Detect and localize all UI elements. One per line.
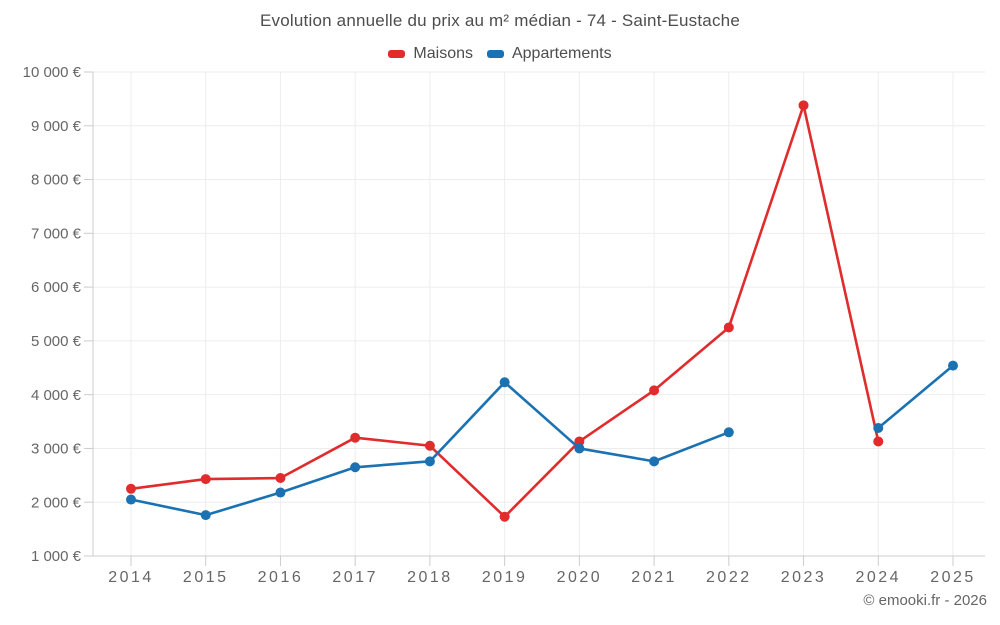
data-point-maisons-2020[interactable] xyxy=(574,436,585,447)
data-point-appartements-2021[interactable] xyxy=(649,456,660,467)
x-tick-label: 2019 xyxy=(482,569,528,586)
data-point-maisons-2018[interactable] xyxy=(424,440,435,451)
x-tick-label: 2014 xyxy=(108,569,154,586)
y-tick-label: 10 000 € xyxy=(23,64,82,81)
x-tick-label: 2018 xyxy=(407,569,453,586)
data-point-maisons-2019[interactable] xyxy=(499,511,510,522)
y-tick-label: 2 000 € xyxy=(31,494,82,511)
data-point-maisons-2017[interactable] xyxy=(350,432,361,443)
y-tick-label: 8 000 € xyxy=(31,172,82,189)
data-point-maisons-2014[interactable] xyxy=(126,483,136,494)
legend-label-appartements: Appartements xyxy=(511,45,612,62)
data-point-appartements-2020[interactable] xyxy=(574,443,585,454)
x-tick-label: 2022 xyxy=(706,569,752,586)
y-axis-labels: 1 000 € 2 000 € 3 000 € 4 000 € 5 000 € 6 000… xyxy=(23,64,82,565)
data-point-appartements-2017[interactable] xyxy=(350,462,361,473)
legend-item-maisons[interactable]: Maisons xyxy=(388,45,473,63)
axes xyxy=(92,72,985,557)
legend-label-maisons: Maisons xyxy=(413,45,473,62)
data-point-maisons-2024[interactable] xyxy=(873,436,884,447)
x-tick-label: 2021 xyxy=(631,569,677,586)
data-point-maisons-2023[interactable] xyxy=(798,100,809,111)
y-tick-label: 9 000 € xyxy=(31,118,82,135)
data-point-appartements-2015[interactable] xyxy=(200,510,211,521)
x-tick-label: 2025 xyxy=(930,569,976,586)
series-maisons xyxy=(126,100,884,522)
chart-title: Evolution annuelle du prix au m² médian … xyxy=(260,11,740,30)
x-tick-label: 2017 xyxy=(332,569,378,586)
x-tick-label: 2023 xyxy=(781,569,827,586)
y-tick-label: 3 000 € xyxy=(31,441,82,458)
data-point-appartements-2016[interactable] xyxy=(275,487,286,498)
y-tick-label: 7 000 € xyxy=(31,225,82,242)
maisons-series-swatch-icon xyxy=(388,50,406,58)
data-point-appartements-2025[interactable] xyxy=(948,360,958,371)
data-point-appartements-2024[interactable] xyxy=(873,423,884,434)
x-tick-label: 2016 xyxy=(258,569,304,586)
copyright-text: © emooki.fr - 2026 xyxy=(863,592,987,609)
legend-item-appartements[interactable]: Appartements xyxy=(486,45,612,63)
data-point-maisons-2021[interactable] xyxy=(649,385,660,396)
x-tick-label: 2015 xyxy=(183,569,229,586)
x-tick-label: 2024 xyxy=(855,569,901,586)
data-point-appartements-2018[interactable] xyxy=(424,456,435,467)
y-tick-label: 6 000 € xyxy=(31,279,82,296)
data-point-appartements-2019[interactable] xyxy=(499,377,510,388)
series-line-appartements xyxy=(876,364,955,430)
x-tick-label: 2020 xyxy=(557,569,603,586)
y-tick-label: 4 000 € xyxy=(31,387,82,404)
data-point-maisons-2022[interactable] xyxy=(723,322,734,333)
chart-legend: Maisons Appartements xyxy=(0,45,1000,63)
y-tick-label: 1 000 € xyxy=(31,548,82,565)
data-point-maisons-2016[interactable] xyxy=(275,473,286,484)
data-point-appartements-2014[interactable] xyxy=(126,494,136,505)
data-point-maisons-2015[interactable] xyxy=(200,474,211,485)
appartements-series-swatch-icon xyxy=(486,50,504,58)
x-axis-labels: 2014 2015 2016 2017 2018 2019 2020 2021 2022 2023… xyxy=(108,569,976,586)
y-tick-label: 5 000 € xyxy=(31,333,82,350)
series-appartements xyxy=(126,360,958,521)
data-point-appartements-2022[interactable] xyxy=(723,427,734,438)
